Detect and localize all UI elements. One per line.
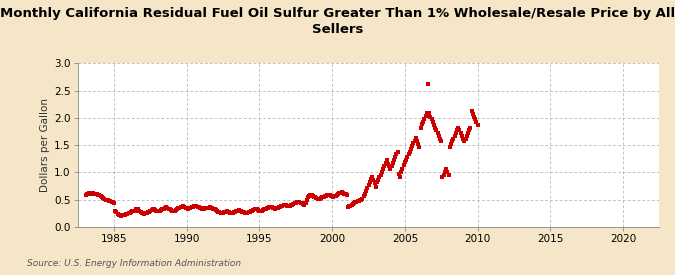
Y-axis label: Dollars per Gallon: Dollars per Gallon (40, 98, 50, 192)
Text: Source: U.S. Energy Information Administration: Source: U.S. Energy Information Administ… (27, 259, 241, 268)
Text: Monthly California Residual Fuel Oil Sulfur Greater Than 1% Wholesale/Resale Pri: Monthly California Residual Fuel Oil Sul… (0, 7, 675, 36)
